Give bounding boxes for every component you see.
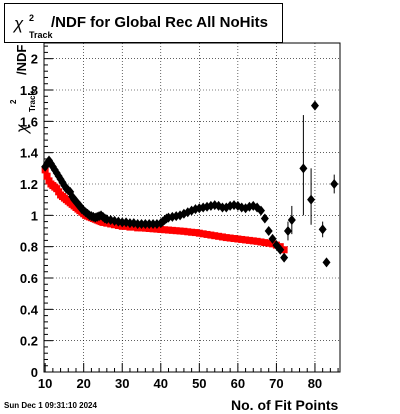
- x-tick-label: 20: [76, 376, 90, 391]
- y-label-sub: Track: [28, 91, 37, 112]
- data-point-red: [261, 239, 269, 247]
- data-point-black: [260, 213, 269, 224]
- data-point-black: [276, 244, 285, 255]
- data-point-red: [253, 237, 261, 245]
- title-chi-symbol: χ: [14, 14, 24, 33]
- series-black: [41, 100, 339, 268]
- data-point-red: [269, 240, 277, 248]
- data-point-red: [211, 232, 219, 240]
- data-point-red: [215, 232, 223, 240]
- x-axis-label: No. of Fit Points: [231, 397, 339, 413]
- title-subscript: Track: [29, 30, 53, 40]
- data-point-red: [242, 236, 250, 244]
- data-point-red: [157, 225, 165, 233]
- y-tick-label: 0.8: [20, 240, 38, 255]
- data-point-black: [283, 226, 292, 236]
- y-tick-labels: 0 0.2 0.4 0.6 0.8 1 1.2 1.4 1.6 1.8 2: [20, 52, 39, 380]
- data-point-black: [287, 215, 296, 226]
- data-point-red: [161, 226, 169, 234]
- data-point-red: [153, 225, 161, 233]
- data-point-red: [249, 237, 257, 245]
- data-point-black: [318, 224, 327, 235]
- x-tick-labels: 10 20 30 40 50 60 70 80: [38, 376, 322, 391]
- data-point-black: [330, 179, 339, 189]
- x-tick-label: 50: [192, 376, 206, 391]
- y-tick-label: 0: [31, 365, 38, 380]
- data-point-red: [234, 235, 242, 243]
- data-point-red: [184, 228, 192, 236]
- data-point-red: [199, 230, 207, 238]
- y-tick-label: 2: [31, 52, 38, 67]
- x-tick-label: 40: [154, 376, 168, 391]
- data-point-red: [43, 172, 51, 180]
- data-point-red: [257, 238, 265, 246]
- x-tick-label: 80: [308, 376, 322, 391]
- data-point-black: [256, 205, 265, 216]
- timestamp-footer: Sun Dec 1 09:31:10 2024: [4, 401, 97, 410]
- axis-ticks: [44, 45, 339, 373]
- grid-lines: [44, 43, 340, 372]
- data-point-black: [307, 194, 316, 205]
- y-tick-label: 1.2: [20, 177, 38, 192]
- y-tick-label: 1.6: [20, 114, 38, 129]
- data-point-red: [172, 227, 180, 235]
- data-point-red: [226, 234, 234, 242]
- data-point-red: [245, 236, 253, 244]
- data-point-red: [222, 234, 230, 242]
- y-tick-label: 0.2: [20, 334, 38, 349]
- x-tick-label: 60: [231, 376, 245, 391]
- y-tick-label: 0.6: [20, 271, 38, 286]
- x-tick-label: 70: [269, 376, 283, 391]
- data-point-red: [230, 235, 238, 243]
- data-point-red: [191, 229, 199, 237]
- data-point-red: [168, 226, 176, 234]
- data-point-red: [207, 231, 215, 239]
- data-point-black: [310, 100, 319, 111]
- title-superscript: 2: [29, 13, 35, 23]
- data-point-black: [299, 163, 308, 174]
- x-tick-label: 10: [38, 376, 52, 391]
- y-tick-label: 1: [31, 208, 38, 223]
- data-point-red: [195, 229, 203, 237]
- y-tick-label: 1.8: [20, 83, 38, 98]
- data-point-red: [265, 239, 273, 247]
- data-point-black: [264, 226, 273, 236]
- data-point-black: [322, 257, 331, 268]
- y-label-main: /NDF: [14, 44, 29, 75]
- data-point-black: [280, 252, 289, 263]
- data-point-red: [188, 228, 196, 236]
- chart-title-box: χ 2 Track /NDF for Global Rec All NoHits: [4, 3, 283, 43]
- data-point-red: [238, 235, 246, 243]
- chart-title: /NDF for Global Rec All NoHits: [51, 14, 268, 31]
- data-point-red: [176, 227, 184, 235]
- data-point-black: [268, 233, 277, 244]
- y-tick-label: 0.4: [20, 302, 39, 317]
- x-tick-label: 30: [115, 376, 129, 391]
- data-point-red: [180, 227, 188, 235]
- data-point-red: [203, 230, 211, 238]
- data-point-red: [164, 226, 172, 234]
- data-point-red: [218, 233, 226, 241]
- y-tick-label: 1.4: [20, 146, 39, 161]
- y-label-sup: 2: [9, 99, 18, 104]
- y-label-chi: χ: [14, 124, 31, 133]
- y-axis-label: /NDF Track 2 χ: [4, 0, 44, 140]
